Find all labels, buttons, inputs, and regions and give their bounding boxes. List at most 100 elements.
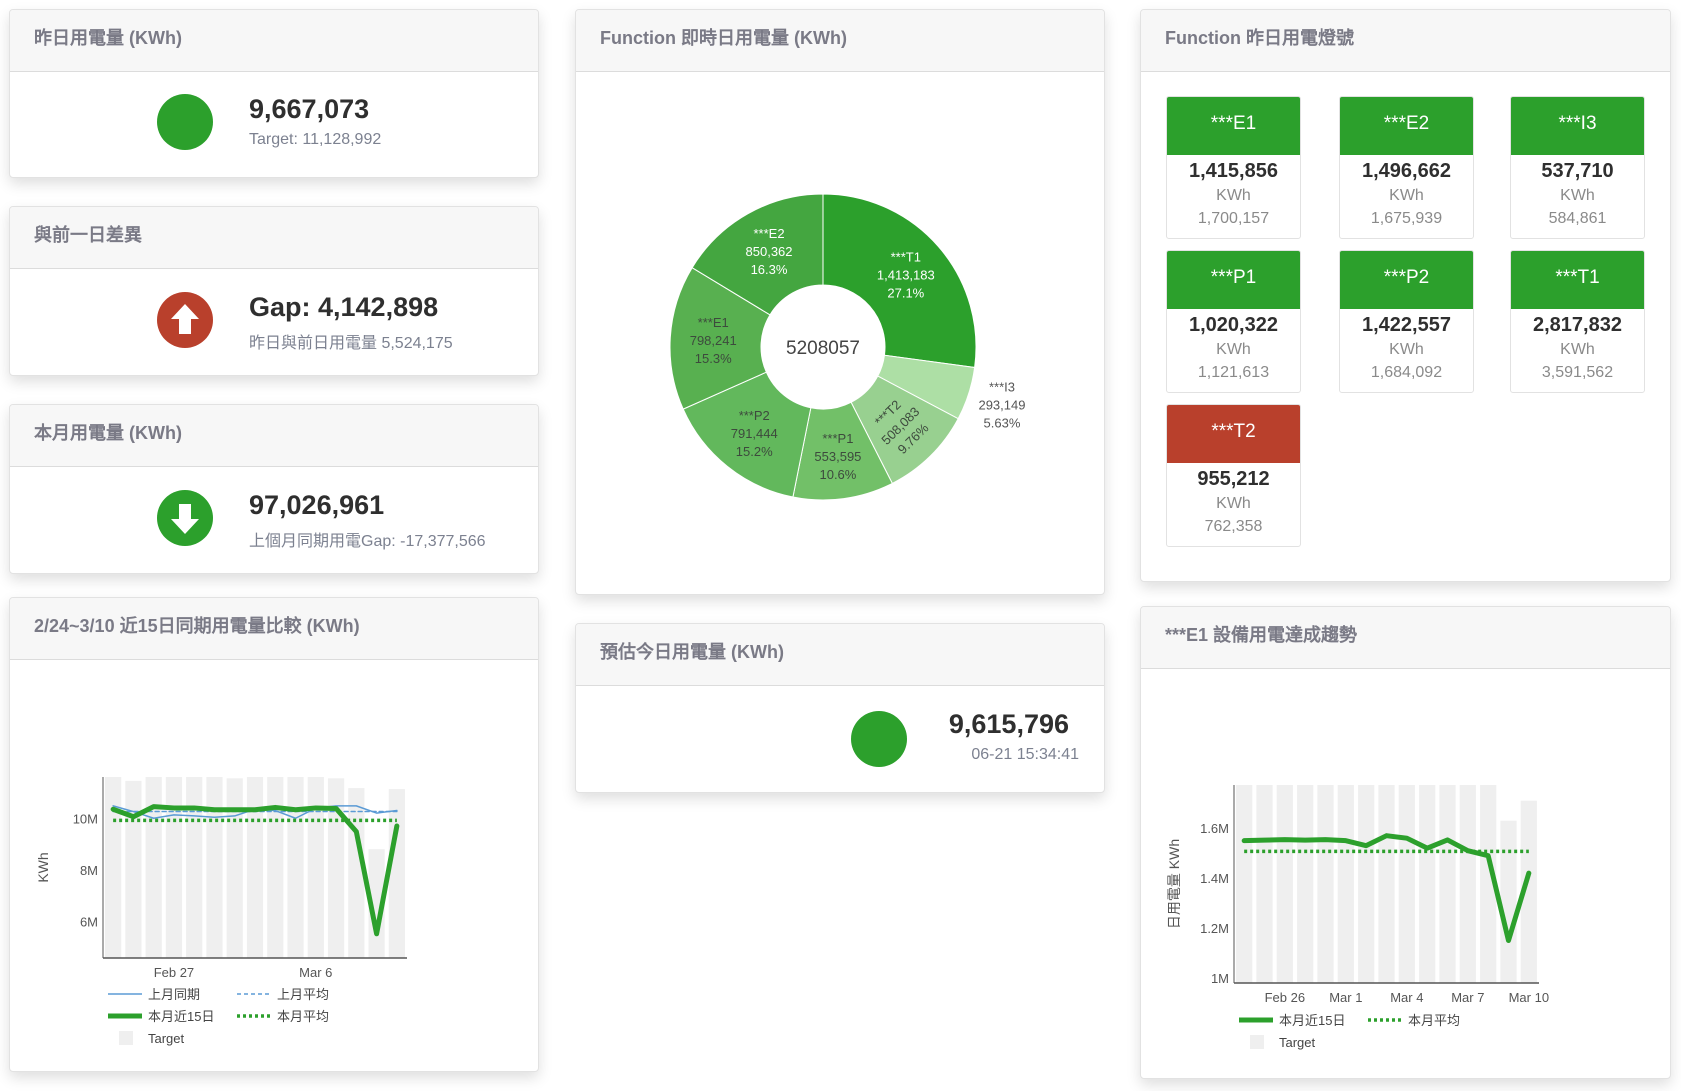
target-bar[interactable]: [1439, 785, 1456, 983]
compare-chart-card: 2/24~3/10 近15日同期用電量比較 (KWh) 6M 8M 10M Feb 2…: [9, 597, 539, 1072]
target-bar[interactable]: [145, 777, 162, 958]
status-dot-icon: [157, 94, 213, 150]
legend-label: 本月近15日: [1279, 1013, 1345, 1028]
target-bar[interactable]: [1256, 785, 1273, 983]
light-tile[interactable]: ***T1 2,817,832 KWh 3,591,562: [1510, 250, 1645, 393]
target-bar[interactable]: [1480, 785, 1497, 983]
legend-label: 本月平均: [1408, 1013, 1460, 1028]
x-tick-label: Mar 4: [1390, 990, 1423, 1005]
target-bar[interactable]: [1317, 785, 1334, 983]
light-tile[interactable]: ***I3 537,710 KWh 584,861: [1510, 96, 1645, 239]
light-target: 762,358: [1204, 518, 1263, 535]
legend-item[interactable]: 上月平均: [237, 987, 329, 1002]
target-bar[interactable]: [1276, 785, 1293, 983]
target-bar[interactable]: [186, 777, 203, 958]
target-bar[interactable]: [267, 777, 284, 958]
target-bar[interactable]: [1419, 785, 1436, 983]
donut-slice[interactable]: [669, 267, 771, 410]
target-bar[interactable]: [125, 780, 142, 958]
slice-label: ***I3 293,149 5.63%: [978, 380, 1025, 431]
target-bar[interactable]: [1500, 820, 1517, 983]
target-bar[interactable]: [165, 777, 183, 958]
light-tile[interactable]: ***T2 955,212 KWh 762,358: [1166, 404, 1301, 547]
legend-item[interactable]: 上月同期: [108, 987, 200, 1002]
yesterday-usage-card: 昨日用電量 (KWh) 9,667,073 Target: 11,128,992: [9, 9, 539, 178]
light-target: 1,700,157: [1197, 210, 1270, 227]
legend-item[interactable]: 本月平均: [1368, 1013, 1460, 1028]
light-value: 537,710: [1541, 160, 1614, 182]
target-bar[interactable]: [1297, 785, 1314, 983]
estimate-card: 預估今日用電量 (KWh) 9,615,796 06-21 15:34:41: [575, 623, 1105, 793]
target-bar[interactable]: [368, 849, 385, 958]
slice-label: ***E1: [698, 315, 729, 330]
arrow-up-icon: [157, 292, 213, 348]
light-tile[interactable]: ***P2 1,422,557 KWh 1,684,092: [1339, 250, 1474, 393]
month-value: 97,026,961: [249, 490, 385, 520]
legend-label: 本月近15日: [148, 1009, 214, 1024]
series-line[interactable]: [110, 804, 400, 937]
target-bar[interactable]: [1378, 785, 1395, 983]
light-value: 2,817,832: [1533, 314, 1622, 336]
light-unit: KWh: [1216, 341, 1251, 358]
light-tile[interactable]: ***P1 1,020,322 KWh 1,121,613: [1166, 250, 1301, 393]
legend-item[interactable]: 本月平均: [237, 1009, 329, 1024]
yesterday-target: Target: 11,128,992: [249, 131, 382, 148]
slice-pct: 16.3%: [751, 262, 788, 277]
target-bar[interactable]: [1236, 785, 1253, 983]
light-name: ***I3: [1511, 97, 1644, 155]
trend-line-chart: 1M 1.2M 1.4M 1.6M Feb 26 Mar 1 Mar 4 Mar 7 Mar 1…: [1166, 785, 1549, 1050]
month-sub: 上個月同期用電Gap: -17,377,566: [249, 533, 486, 550]
slice-pct: 15.3%: [695, 351, 732, 366]
light-name: ***E2: [1340, 97, 1473, 155]
legend-item[interactable]: Target: [119, 1031, 185, 1046]
target-bar[interactable]: [307, 777, 324, 958]
y-tick-label: 6M: [80, 914, 98, 929]
light-tile[interactable]: ***E2 1,496,662 KWh 1,675,939: [1339, 96, 1474, 239]
donut-slice[interactable]: [822, 193, 977, 369]
slice-value: 798,241: [690, 333, 737, 348]
target-bar[interactable]: [246, 777, 264, 958]
slice-label: ***T1 1,413,183 27.1%: [877, 250, 935, 301]
card-title: ***E1 設備用電達成趨勢: [1141, 607, 1670, 669]
target-bar[interactable]: [1358, 785, 1375, 983]
slice-pct: 10.6%: [819, 467, 856, 482]
target-bar[interactable]: [327, 778, 345, 958]
gap-value: Gap: 4,142,898: [249, 292, 439, 322]
slice-pct: 27.1%: [887, 286, 924, 301]
target-bar[interactable]: [105, 777, 122, 958]
y-tick-label: 1.6M: [1200, 821, 1229, 836]
light-unit: KWh: [1389, 187, 1424, 204]
legend-label: Target: [1279, 1035, 1316, 1050]
yesterday-value: 9,667,073: [249, 94, 370, 124]
target-bar[interactable]: [287, 777, 304, 958]
target-bar[interactable]: [1459, 785, 1476, 983]
slice-label: ***P1 553,595 10.6%: [814, 431, 861, 482]
light-unit: KWh: [1560, 187, 1595, 204]
series-line[interactable]: [1241, 833, 1532, 944]
y-tick-label: 1.4M: [1200, 871, 1229, 886]
light-value: 1,422,557: [1362, 314, 1451, 336]
light-tile[interactable]: ***E1 1,415,856 KWh 1,700,157: [1166, 96, 1301, 239]
legend-item[interactable]: Target: [1250, 1035, 1316, 1050]
donut-slice[interactable]: [682, 371, 812, 498]
legend-item[interactable]: 本月近15日: [108, 1009, 214, 1024]
legend-swatch: [119, 1031, 133, 1045]
x-tick-label: Feb 26: [1265, 990, 1305, 1005]
arrow-down-icon: [157, 490, 213, 546]
target-bar[interactable]: [1398, 785, 1415, 983]
target-bar[interactable]: [1520, 800, 1537, 983]
target-bar[interactable]: [388, 789, 405, 958]
status-dot-icon: [851, 711, 907, 767]
target-bar[interactable]: [1337, 785, 1354, 983]
slice-value: 791,444: [731, 426, 778, 441]
slice-value: 553,595: [814, 449, 861, 464]
card-title: Function 即時日用電量 (KWh): [576, 10, 1104, 72]
target-bar[interactable]: [206, 777, 223, 958]
legend-label: 上月同期: [148, 987, 200, 1002]
target-bar[interactable]: [226, 778, 243, 958]
legend-item[interactable]: 本月近15日: [1239, 1013, 1345, 1028]
x-tick-label: Feb 27: [154, 965, 194, 980]
donut-slice[interactable]: [691, 193, 824, 316]
slice-label: ***E2: [753, 226, 784, 241]
